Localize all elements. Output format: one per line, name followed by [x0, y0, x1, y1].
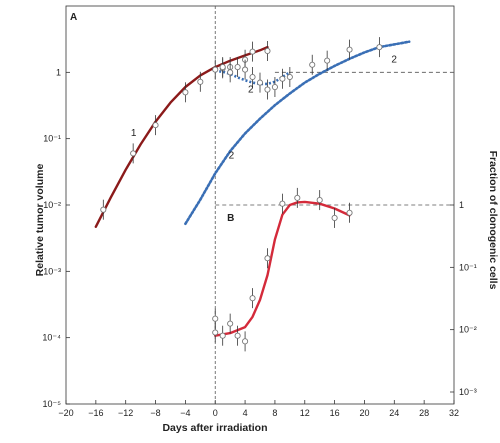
data-point: [309, 61, 316, 68]
x-tick-label: 0: [213, 408, 218, 418]
data-point: [264, 86, 271, 93]
series-2-label: 2: [229, 151, 235, 162]
data-point: [197, 78, 204, 85]
x-tick-label: 20: [359, 408, 369, 418]
data-point: [212, 66, 219, 73]
x-tick-label: −12: [118, 408, 133, 418]
data-point: [234, 332, 241, 339]
data-point: [264, 255, 271, 262]
y-right-tick-label: 1: [459, 200, 464, 210]
y-axis-left-label: Relative tumor volume: [34, 163, 46, 277]
data-point: [152, 122, 159, 129]
series-1-label: 1: [131, 128, 137, 139]
y-right-tick-label: 10⁻³: [459, 387, 477, 397]
x-tick-label: 4: [243, 408, 248, 418]
panel-label-b: B: [227, 213, 234, 224]
data-point: [249, 48, 256, 55]
x-tick-label: −8: [150, 408, 160, 418]
data-point: [316, 197, 323, 204]
data-point: [279, 75, 286, 82]
x-axis-label: Days after irradiation: [162, 422, 268, 434]
data-point: [271, 83, 278, 91]
x-tick-label: 12: [300, 408, 310, 418]
data-point: [227, 320, 234, 327]
x-tick-label: 8: [272, 408, 277, 418]
data-point: [219, 332, 226, 339]
data-point: [242, 66, 249, 73]
y-left-tick-label: 10⁻⁵: [43, 399, 62, 409]
series-2-tail-label: 2: [391, 55, 397, 66]
data-point: [346, 46, 353, 53]
data-point: [182, 89, 189, 96]
y-right-tick-label: 10⁻²: [459, 325, 477, 335]
curve-series-B: [214, 200, 351, 337]
data-point: [212, 329, 219, 336]
data-point: [286, 73, 293, 81]
data-point: [242, 338, 249, 345]
data-point: [376, 44, 383, 51]
x-tick-label: −4: [180, 408, 190, 418]
x-tick-label: 28: [419, 408, 429, 418]
x-tick-label: 32: [449, 408, 459, 418]
data-point: [249, 295, 256, 302]
axis-ticks: −20 −16 −12 −8 −4 0 4 8 12 16 20 24 28 32110⁻¹10⁻²10⁻…: [42, 67, 476, 418]
data-point: [130, 150, 137, 157]
y-left-tick-label: 10⁻¹: [43, 134, 61, 144]
data-point: [100, 206, 107, 213]
data-point: [346, 209, 353, 216]
data-point: [294, 194, 301, 201]
y-left-tick-label: 1: [56, 67, 61, 77]
data-point: [212, 315, 219, 322]
data-points: [100, 37, 383, 352]
x-tick-label: 16: [330, 408, 340, 418]
data-point: [249, 73, 256, 81]
data-point: [324, 57, 331, 64]
panel-label-a: A: [70, 12, 77, 23]
data-point: [331, 214, 338, 221]
data-point: [264, 47, 271, 55]
data-point: [256, 79, 264, 86]
data-point: [234, 64, 241, 71]
y-left-tick-label: 10⁻²: [43, 200, 61, 210]
data-point: [219, 64, 226, 71]
x-tick-label: 24: [389, 408, 399, 418]
curve-series-2: [184, 40, 411, 226]
x-tick-label: −20: [58, 408, 73, 418]
annotations: 1 2 2 2 A B: [70, 12, 397, 224]
y-left-tick-label: 10⁻³: [43, 266, 61, 276]
x-tick-label: −16: [88, 408, 103, 418]
data-point: [279, 200, 286, 207]
y-axis-right-label: Fraction of clonogenic cells: [487, 150, 499, 290]
data-point: [227, 69, 234, 76]
y-left-tick-label: 10⁻⁴: [42, 333, 61, 343]
series-2-dip-label: 2: [248, 84, 254, 95]
y-right-tick-label: 10⁻¹: [459, 262, 477, 272]
